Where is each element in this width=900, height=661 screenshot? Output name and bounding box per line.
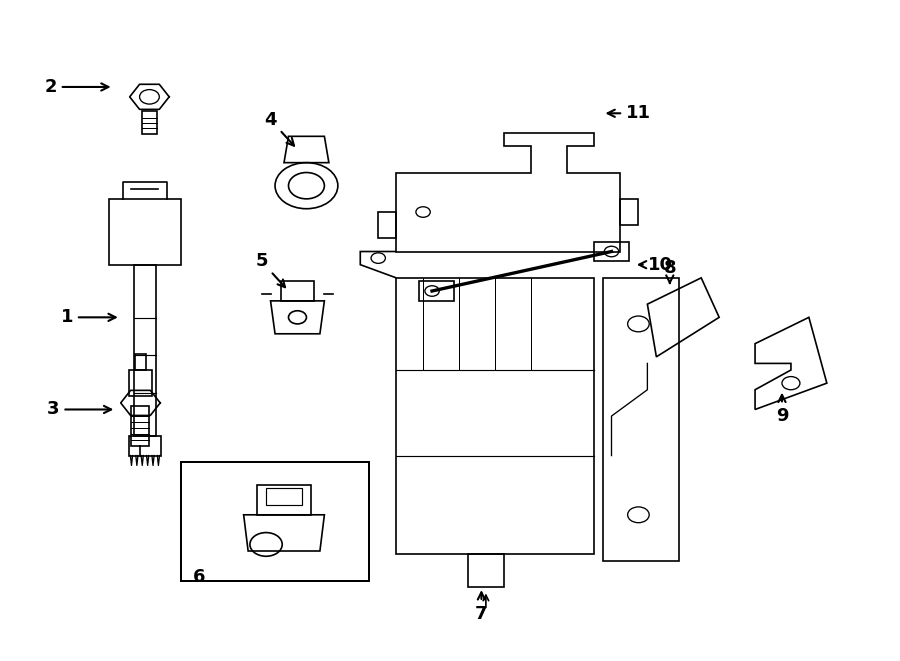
Bar <box>620 199 638 225</box>
Bar <box>109 199 181 264</box>
Bar <box>135 354 146 370</box>
Bar <box>378 212 396 239</box>
Text: 2: 2 <box>44 78 108 96</box>
Text: 6: 6 <box>193 568 205 586</box>
Bar <box>396 278 594 555</box>
Bar <box>282 281 313 301</box>
Bar <box>131 407 149 446</box>
Text: 7: 7 <box>475 592 488 623</box>
Text: 10: 10 <box>639 256 673 274</box>
Text: 8: 8 <box>663 259 676 283</box>
Bar <box>594 242 629 261</box>
Bar <box>142 111 157 134</box>
Bar <box>129 436 161 455</box>
Bar <box>602 278 679 561</box>
Text: 3: 3 <box>47 401 111 418</box>
Text: 4: 4 <box>265 111 294 145</box>
Bar <box>266 488 302 505</box>
Bar <box>181 462 369 580</box>
Text: 1: 1 <box>60 308 115 327</box>
Bar <box>134 264 156 436</box>
Bar <box>129 370 152 397</box>
Text: 11: 11 <box>608 104 651 122</box>
Text: 9: 9 <box>776 395 788 425</box>
Bar <box>257 485 310 515</box>
Text: 5: 5 <box>256 253 285 288</box>
Bar <box>468 555 504 587</box>
Bar <box>418 281 454 301</box>
